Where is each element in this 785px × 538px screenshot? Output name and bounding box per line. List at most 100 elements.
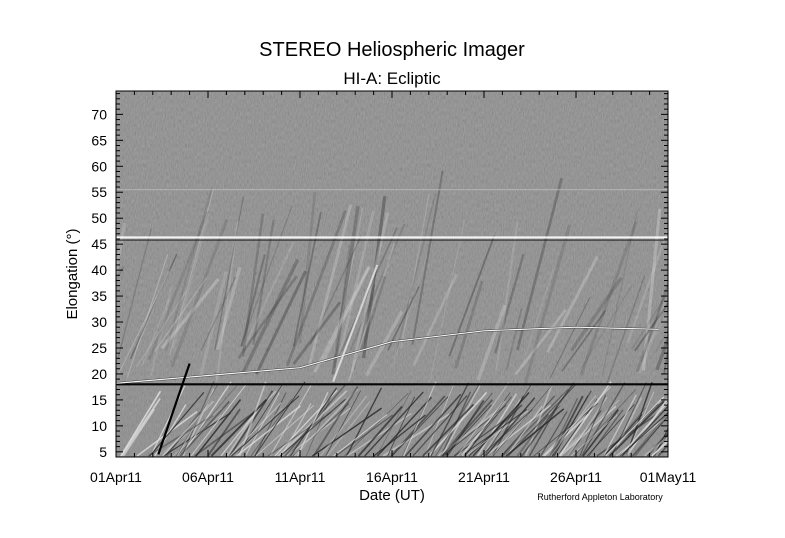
lower-field-streak: [632, 415, 668, 457]
upper-field-streak: [561, 310, 606, 372]
lower-field-streak: [312, 386, 359, 457]
lower-field-streak: [281, 403, 312, 457]
upper-field-streak: [333, 245, 351, 368]
lower-field-streak: [231, 395, 300, 457]
lower-field-streak: [236, 405, 301, 457]
y-axis: 5 10 15 20 25 30 35 40 45 50 55 60 65 70: [91, 93, 668, 460]
upper-field-streak: [244, 241, 295, 346]
upper-field-streak: [255, 270, 307, 375]
upper-field-streak: [116, 222, 127, 282]
lower-field-streak: [579, 394, 607, 457]
lower-field-streak: [269, 383, 313, 457]
upper-field-streak: [635, 281, 668, 373]
lower-field-streak: [326, 400, 371, 457]
lower-field-streak: [500, 388, 569, 457]
upper-field-streak: [680, 209, 700, 369]
lower-field-streak: [556, 399, 620, 457]
lower-field-streak: [122, 408, 156, 457]
lower-field-streak: [180, 381, 232, 457]
lower-field-streak: [652, 433, 668, 457]
y-tick-label: 50: [91, 210, 107, 226]
chart-title: STEREO Heliospheric Imager: [259, 39, 525, 61]
upper-field-streak: [169, 188, 215, 356]
upper-field-streak: [505, 307, 523, 371]
upper-field-streak: [164, 187, 213, 352]
upper-field-streak: [640, 282, 668, 363]
lower-field-streak: [646, 431, 668, 457]
lower-field-streak: [312, 407, 383, 457]
upper-field-streak: [641, 208, 662, 371]
upper-field-streak: [454, 280, 484, 369]
upper-field-streak: [654, 328, 668, 354]
lower-field-streak: [194, 409, 258, 457]
lower-field-streak: [373, 414, 426, 457]
y-tick-label: 10: [91, 418, 107, 434]
lower-field-streak: [238, 381, 267, 457]
lower-field-streak: [540, 411, 568, 457]
lower-field-streak: [402, 397, 430, 457]
upper-field-streak: [154, 277, 208, 352]
upper-field-streak: [136, 270, 170, 348]
lower-field-streak: [603, 407, 647, 457]
upper-field-streak: [350, 212, 390, 372]
upper-field-streak: [200, 276, 237, 351]
upper-field-streak: [240, 205, 293, 347]
lower-field-streak: [484, 384, 532, 457]
lower-field-streak: [550, 395, 597, 457]
lower-field-streak: [485, 397, 536, 457]
upper-field-streak: [292, 301, 342, 366]
lower-field-streak: [559, 405, 617, 457]
upper-field-streak: [117, 268, 172, 375]
lower-field-streak: [580, 382, 626, 457]
lower-field-streak: [157, 407, 223, 457]
lower-field-streak: [412, 395, 468, 457]
planet-track: [116, 326, 659, 384]
upper-field-streak: [391, 255, 428, 368]
lower-field-streak: [516, 413, 550, 457]
upper-field-streak: [630, 291, 668, 350]
y-tick-label: 40: [91, 262, 107, 278]
lower-field-streak: [506, 405, 543, 457]
upper-field-streak: [331, 205, 360, 375]
lower-field-streak: [357, 405, 403, 457]
upper-field-streak: [332, 210, 375, 380]
upper-field-streak: [396, 193, 437, 348]
lower-field-streak: [346, 387, 383, 457]
upper-field-streak: [237, 275, 298, 360]
lower-field-streak: [284, 383, 347, 457]
cme-bright-track: [332, 264, 379, 383]
upper-field-streak: [117, 228, 152, 359]
lower-field-streak: [319, 395, 368, 457]
lower-field-streak: [552, 390, 592, 457]
upper-field-streak: [549, 296, 591, 379]
lower-field-streak: [325, 390, 361, 457]
lower-field-streak: [611, 397, 643, 457]
upper-field-streak: [347, 243, 396, 382]
upper-field-streak: [349, 223, 406, 352]
lower-field-streak: [255, 404, 315, 457]
lower-field-streak: [176, 408, 205, 457]
upper-field-streak: [214, 196, 244, 351]
image-features: [116, 189, 668, 457]
hi1-field-tone: [116, 384, 668, 457]
lower-field-streak: [207, 408, 241, 457]
y-tick-label: 70: [91, 106, 107, 122]
lower-field-streak: [543, 413, 589, 457]
upper-field-streak: [172, 212, 210, 349]
lower-field-streak: [404, 393, 462, 457]
upper-field-streak: [359, 275, 387, 351]
upper-field-streak: [523, 224, 572, 384]
y-tick-label: 25: [91, 340, 107, 356]
upper-field-streak: [655, 333, 668, 371]
lower-field-streak: [190, 383, 247, 457]
upper-field-streak: [136, 291, 187, 368]
upper-field-streak: [241, 258, 300, 374]
upper-field-streak: [313, 266, 370, 374]
upper-field-streak: [362, 195, 387, 359]
upper-field-streak: [626, 226, 668, 344]
lower-field-streak: [391, 396, 449, 457]
lower-field-streak: [297, 392, 329, 457]
upper-field-streak: [400, 194, 430, 349]
credit-label: Rutherford Appleton Laboratory: [537, 492, 663, 502]
